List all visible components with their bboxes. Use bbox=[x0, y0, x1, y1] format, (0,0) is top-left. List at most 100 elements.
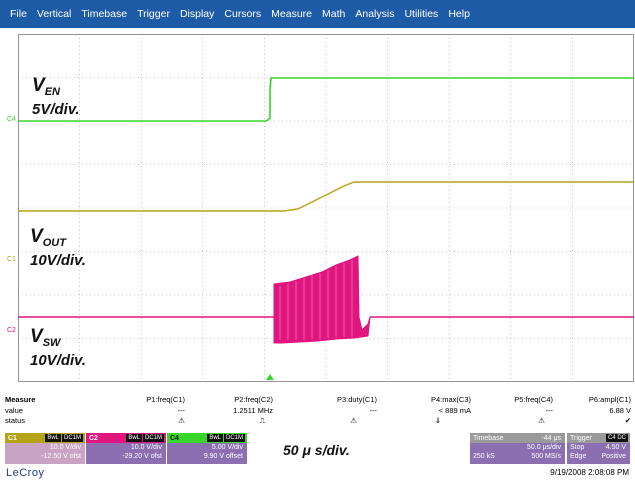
param-value-p4: < 889 mA bbox=[438, 406, 471, 415]
menu-utilities[interactable]: Utilities bbox=[404, 8, 439, 20]
c4-bandwidth-badge: BwL bbox=[207, 434, 223, 442]
vout-symbol: V bbox=[30, 226, 43, 247]
vout-subscript: OUT bbox=[42, 237, 66, 249]
c2-bandwidth-badge: BwL bbox=[126, 434, 142, 442]
c2-burst-texture bbox=[279, 260, 353, 340]
c4-coupling-badge: DC1M bbox=[223, 434, 245, 442]
c4-scale: 5.00 V/div bbox=[211, 444, 243, 451]
channel-box-c4[interactable]: C4 BwL DC1M 5.00 V/div 9.90 V offset bbox=[167, 433, 247, 464]
trigger-badges: C4 DC bbox=[605, 434, 628, 442]
param-value-p2: 1.2511 MHz bbox=[233, 406, 273, 415]
c4-box-id: C4 bbox=[170, 434, 179, 442]
menu-math[interactable]: Math bbox=[322, 8, 346, 20]
c1-offset: -12.50 V ofst bbox=[41, 453, 81, 460]
param-name-p5[interactable]: P5:freq(C4) bbox=[514, 395, 553, 404]
param-name-p4[interactable]: P4:max(C3) bbox=[430, 395, 471, 404]
c2-scale: 10.0 V/div bbox=[130, 444, 162, 451]
trigger-level: 4.50 V bbox=[605, 444, 626, 451]
menu-bar: File Vertical Timebase Trigger Display C… bbox=[0, 0, 635, 28]
date-time-stamp: 9/19/2008 2:08:08 PM bbox=[550, 468, 629, 477]
waveform-display[interactable]: VEN 5V/div. VOUT 10V/div. VSW 10V/div. bbox=[18, 34, 634, 382]
c1-badges: BwL DC1M bbox=[45, 434, 83, 442]
lecroy-logo: LeCroy bbox=[6, 467, 45, 479]
c2-box-id: C2 bbox=[89, 434, 98, 442]
status-pulse-icon: ⎍ bbox=[259, 416, 265, 425]
param-name-p3[interactable]: P3:duty(C1) bbox=[336, 395, 377, 404]
menu-help[interactable]: Help bbox=[448, 8, 470, 20]
trigger-type-row: Edge Positive bbox=[567, 452, 630, 461]
grid-border bbox=[18, 34, 634, 382]
timebase-box[interactable]: Timebase -44 μs 50.0 μs/div 250 kS 500 M… bbox=[470, 433, 565, 464]
status-warning-icon: ⚠ bbox=[178, 416, 185, 425]
c2-box-header: C2 BwL DC1M bbox=[86, 433, 166, 443]
trigger-header: Trigger C4 DC bbox=[567, 433, 630, 443]
param-value-p3: --- bbox=[369, 406, 378, 415]
vsw-scale: 10V/div. bbox=[30, 352, 86, 369]
menu-file[interactable]: File bbox=[10, 8, 27, 20]
c2-coupling-badge: DC1M bbox=[142, 434, 164, 442]
measure-title: Measure bbox=[5, 395, 36, 404]
c2-offset: -29.20 V ofst bbox=[122, 453, 162, 460]
vsw-subscript: SW bbox=[42, 337, 61, 349]
menu-vertical[interactable]: Vertical bbox=[36, 8, 72, 20]
ven-symbol: V bbox=[32, 75, 45, 96]
trigger-label: Trigger bbox=[570, 434, 592, 442]
param-name-p1[interactable]: P1:freq(C1) bbox=[146, 395, 185, 404]
vout-scale: 10V/div. bbox=[30, 252, 86, 269]
menu-measure[interactable]: Measure bbox=[271, 8, 313, 20]
timebase-header: Timebase -44 μs bbox=[470, 433, 565, 443]
trigger-source-badge: C4 DC bbox=[605, 434, 628, 442]
status-underflow-icon: ⇓ bbox=[434, 416, 441, 425]
ven-scale: 5V/div. bbox=[32, 101, 80, 118]
menu-cursors[interactable]: Cursors bbox=[224, 8, 262, 20]
channel-box-c1[interactable]: C1 BwL DC1M 10.0 V/div -12.50 V ofst bbox=[5, 433, 85, 464]
menu-trigger[interactable]: Trigger bbox=[137, 8, 170, 20]
c2-trace-burst bbox=[273, 255, 371, 344]
status-warning-icon: ⚠ bbox=[538, 416, 545, 425]
c1-ground-tag[interactable]: C1 bbox=[7, 256, 16, 263]
status-warning-icon: ⚠ bbox=[350, 416, 357, 425]
menu-display[interactable]: Display bbox=[179, 8, 215, 20]
trigger-box[interactable]: Trigger C4 DC Stop 4.50 V Edge Positive bbox=[567, 433, 630, 464]
status-row-label: status bbox=[5, 416, 26, 425]
c1-scale: 10.0 V/div bbox=[49, 444, 81, 451]
measure-header-row: Measure P1:freq(C1) P2:freq(C2) P3:duty(… bbox=[0, 395, 635, 405]
menu-analysis[interactable]: Analysis bbox=[355, 8, 395, 20]
vout-label: VOUT 10V/div. bbox=[30, 226, 86, 270]
c1-trace bbox=[18, 181, 634, 212]
c1-coupling-badge: DC1M bbox=[61, 434, 83, 442]
channel-box-c2[interactable]: C2 BwL DC1M 10.0 V/div -29.20 V ofst bbox=[86, 433, 166, 464]
c2-ground-tag[interactable]: C2 bbox=[7, 327, 16, 334]
timebase-rate: 50.0 μs/div bbox=[527, 444, 561, 451]
timebase-sampling-row: 250 kS 500 MS/s bbox=[470, 452, 565, 461]
measure-value-row: value --- 1.2511 MHz --- < 889 mA --- 6.… bbox=[0, 406, 635, 416]
timebase-delay: -44 μs bbox=[541, 434, 561, 442]
timebase-label: Timebase bbox=[473, 434, 504, 442]
value-row-label: value bbox=[5, 406, 23, 415]
c2-badges: BwL DC1M bbox=[126, 434, 164, 442]
time-per-division-label: 50 μ s/div. bbox=[283, 442, 350, 458]
trigger-mode-row: Stop 4.50 V bbox=[567, 443, 630, 452]
c1-box-header: C1 BwL DC1M bbox=[5, 433, 85, 443]
param-value-p1: --- bbox=[177, 406, 186, 415]
param-value-p6: 6.88 V bbox=[609, 406, 631, 415]
trigger-slope: Positive bbox=[601, 453, 626, 460]
timebase-sample-rate: 500 MS/s bbox=[531, 453, 561, 460]
measure-table[interactable]: Measure P1:freq(C1) P2:freq(C2) P3:duty(… bbox=[0, 393, 635, 433]
menu-timebase[interactable]: Timebase bbox=[81, 8, 128, 20]
param-name-p6[interactable]: P6:ampl(C1) bbox=[588, 395, 631, 404]
c4-box-header: C4 BwL DC1M bbox=[167, 433, 247, 443]
param-name-p2[interactable]: P2:freq(C2) bbox=[234, 395, 273, 404]
c4-offset: 9.90 V offset bbox=[203, 453, 243, 460]
vsw-symbol: V bbox=[30, 326, 43, 347]
waveform-svg bbox=[18, 34, 634, 382]
c4-ground-tag[interactable]: C4 bbox=[7, 116, 16, 123]
c4-trace bbox=[18, 77, 634, 122]
timebase-samples: 250 kS bbox=[473, 453, 495, 460]
trigger-mode: Stop bbox=[570, 444, 585, 451]
vsw-label: VSW 10V/div. bbox=[30, 326, 86, 370]
ven-label: VEN 5V/div. bbox=[32, 75, 80, 119]
trigger-type: Edge bbox=[570, 453, 587, 460]
param-value-p5: --- bbox=[545, 406, 554, 415]
c1-bandwidth-badge: BwL bbox=[45, 434, 61, 442]
